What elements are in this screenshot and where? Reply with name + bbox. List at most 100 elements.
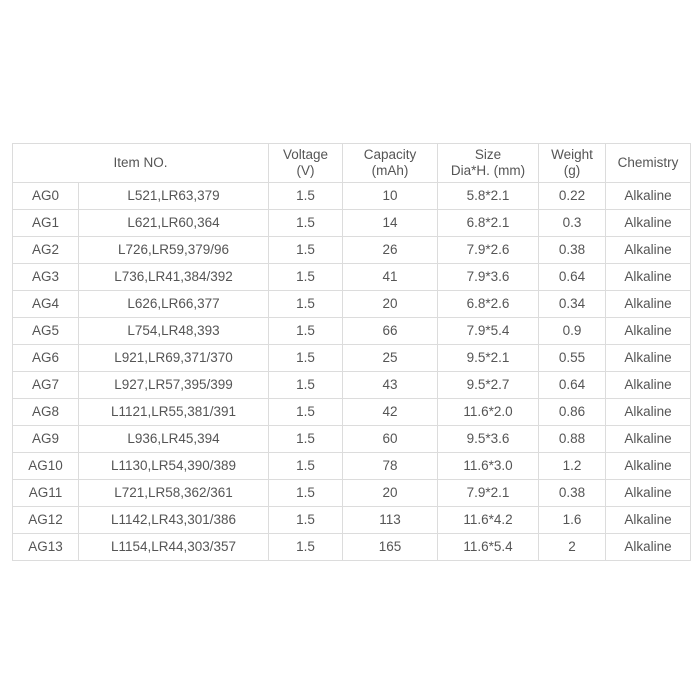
capacity-cell: 42 — [342, 398, 439, 426]
chemistry-cell: Alkaline — [605, 371, 692, 399]
capacity-cell: 165 — [342, 533, 439, 561]
table-row: AG8 L1121,LR55,381/391 1.5 42 11.6*2.0 0.86 Al… — [12, 398, 692, 426]
equivalents-cell: L1130,LR54,390/389 — [77, 452, 270, 480]
chemistry-cell: Alkaline — [605, 209, 692, 237]
size-cell: 11.6*5.4 — [437, 533, 540, 561]
chemistry-cell: Alkaline — [605, 236, 692, 264]
capacity-cell: 20 — [342, 290, 439, 318]
equivalents-cell: L1121,LR55,381/391 — [77, 398, 270, 426]
header-voltage-label: Voltage — [282, 147, 329, 162]
equivalents-cell: L936,LR45,394 — [77, 425, 270, 453]
model-cell: AG5 — [12, 317, 79, 345]
weight-cell: 0.22 — [538, 182, 607, 210]
header-size: Size Dia*H. (mm) — [437, 143, 540, 183]
equivalents-cell: L736,LR41,384/392 — [77, 263, 270, 291]
header-weight-unit: (g) — [563, 163, 581, 178]
weight-cell: 2 — [538, 533, 607, 561]
weight-cell: 0.38 — [538, 479, 607, 507]
voltage-cell: 1.5 — [268, 371, 344, 399]
voltage-cell: 1.5 — [268, 506, 344, 534]
header-weight-label: Weight — [551, 147, 593, 162]
header-voltage: Voltage (V) — [268, 143, 344, 183]
weight-cell: 0.64 — [538, 371, 607, 399]
equivalents-cell: L1142,LR43,301/386 — [77, 506, 270, 534]
header-voltage-unit: (V) — [296, 163, 315, 178]
model-cell: AG9 — [12, 425, 79, 453]
header-weight: Weight (g) — [538, 143, 607, 183]
capacity-cell: 26 — [342, 236, 439, 264]
chemistry-cell: Alkaline — [605, 398, 692, 426]
chemistry-cell: Alkaline — [605, 452, 692, 480]
table-row: AG10 L1130,LR54,390/389 1.5 78 11.6*3.0 1.2 Al… — [12, 452, 692, 480]
equivalents-cell: L721,LR58,362/361 — [77, 479, 270, 507]
size-cell: 11.6*2.0 — [437, 398, 540, 426]
equivalents-cell: L621,LR60,364 — [77, 209, 270, 237]
capacity-cell: 43 — [342, 371, 439, 399]
equivalents-cell: L1154,LR44,303/357 — [77, 533, 270, 561]
battery-spec-table: Item NO. Voltage (V) Capacity (mAh) Size Di… — [11, 143, 692, 561]
table-row: AG3 L736,LR41,384/392 1.5 41 7.9*3.6 0.64 Alka… — [12, 263, 692, 291]
header-capacity-label: Capacity — [363, 147, 417, 162]
header-size-unit: Dia*H. (mm) — [450, 163, 526, 178]
size-cell: 11.6*4.2 — [437, 506, 540, 534]
equivalents-cell: L521,LR63,379 — [77, 182, 270, 210]
voltage-cell: 1.5 — [268, 263, 344, 291]
model-cell: AG11 — [12, 479, 79, 507]
capacity-cell: 113 — [342, 506, 439, 534]
model-cell: AG13 — [12, 533, 79, 561]
voltage-cell: 1.5 — [268, 209, 344, 237]
capacity-cell: 41 — [342, 263, 439, 291]
model-cell: AG3 — [12, 263, 79, 291]
weight-cell: 0.3 — [538, 209, 607, 237]
table-row: AG4 L626,LR66,377 1.5 20 6.8*2.6 0.34 Alkaline — [12, 290, 692, 318]
capacity-cell: 10 — [342, 182, 439, 210]
size-cell: 7.9*2.1 — [437, 479, 540, 507]
chemistry-cell: Alkaline — [605, 263, 692, 291]
model-cell: AG4 — [12, 290, 79, 318]
table-row: AG13 L1154,LR44,303/357 1.5 165 11.6*5.4 2 Alk… — [12, 533, 692, 561]
size-cell: 5.8*2.1 — [437, 182, 540, 210]
size-cell: 9.5*2.7 — [437, 371, 540, 399]
table-row: AG9 L936,LR45,394 1.5 60 9.5*3.6 0.88 Alkaline — [12, 425, 692, 453]
model-cell: AG10 — [12, 452, 79, 480]
chemistry-cell: Alkaline — [605, 182, 692, 210]
table-row: AG12 L1142,LR43,301/386 1.5 113 11.6*4.2 1.6 A… — [12, 506, 692, 534]
weight-cell: 0.86 — [538, 398, 607, 426]
model-cell: AG6 — [12, 344, 79, 372]
weight-cell: 0.64 — [538, 263, 607, 291]
equivalents-cell: L626,LR66,377 — [77, 290, 270, 318]
model-cell: AG12 — [12, 506, 79, 534]
model-cell: AG1 — [12, 209, 79, 237]
voltage-cell: 1.5 — [268, 479, 344, 507]
voltage-cell: 1.5 — [268, 290, 344, 318]
voltage-cell: 1.5 — [268, 344, 344, 372]
header-capacity: Capacity (mAh) — [342, 143, 439, 183]
model-cell: AG8 — [12, 398, 79, 426]
size-cell: 7.9*3.6 — [437, 263, 540, 291]
capacity-cell: 66 — [342, 317, 439, 345]
model-cell: AG2 — [12, 236, 79, 264]
chemistry-cell: Alkaline — [605, 533, 692, 561]
chemistry-cell: Alkaline — [605, 506, 692, 534]
model-cell: AG7 — [12, 371, 79, 399]
chemistry-cell: Alkaline — [605, 344, 692, 372]
header-capacity-unit: (mAh) — [371, 163, 409, 178]
equivalents-cell: L927,LR57,395/399 — [77, 371, 270, 399]
size-cell: 11.6*3.0 — [437, 452, 540, 480]
model-cell: AG0 — [12, 182, 79, 210]
equivalents-cell: L921,LR69,371/370 — [77, 344, 270, 372]
equivalents-cell: L726,LR59,379/96 — [77, 236, 270, 264]
voltage-cell: 1.5 — [268, 425, 344, 453]
voltage-cell: 1.5 — [268, 236, 344, 264]
table-row: AG1 L621,LR60,364 1.5 14 6.8*2.1 0.3 Alkaline — [12, 209, 692, 237]
size-cell: 7.9*2.6 — [437, 236, 540, 264]
weight-cell: 1.6 — [538, 506, 607, 534]
weight-cell: 1.2 — [538, 452, 607, 480]
voltage-cell: 1.5 — [268, 317, 344, 345]
size-cell: 9.5*3.6 — [437, 425, 540, 453]
voltage-cell: 1.5 — [268, 182, 344, 210]
weight-cell: 0.9 — [538, 317, 607, 345]
voltage-cell: 1.5 — [268, 452, 344, 480]
size-cell: 9.5*2.1 — [437, 344, 540, 372]
equivalents-cell: L754,LR48,393 — [77, 317, 270, 345]
